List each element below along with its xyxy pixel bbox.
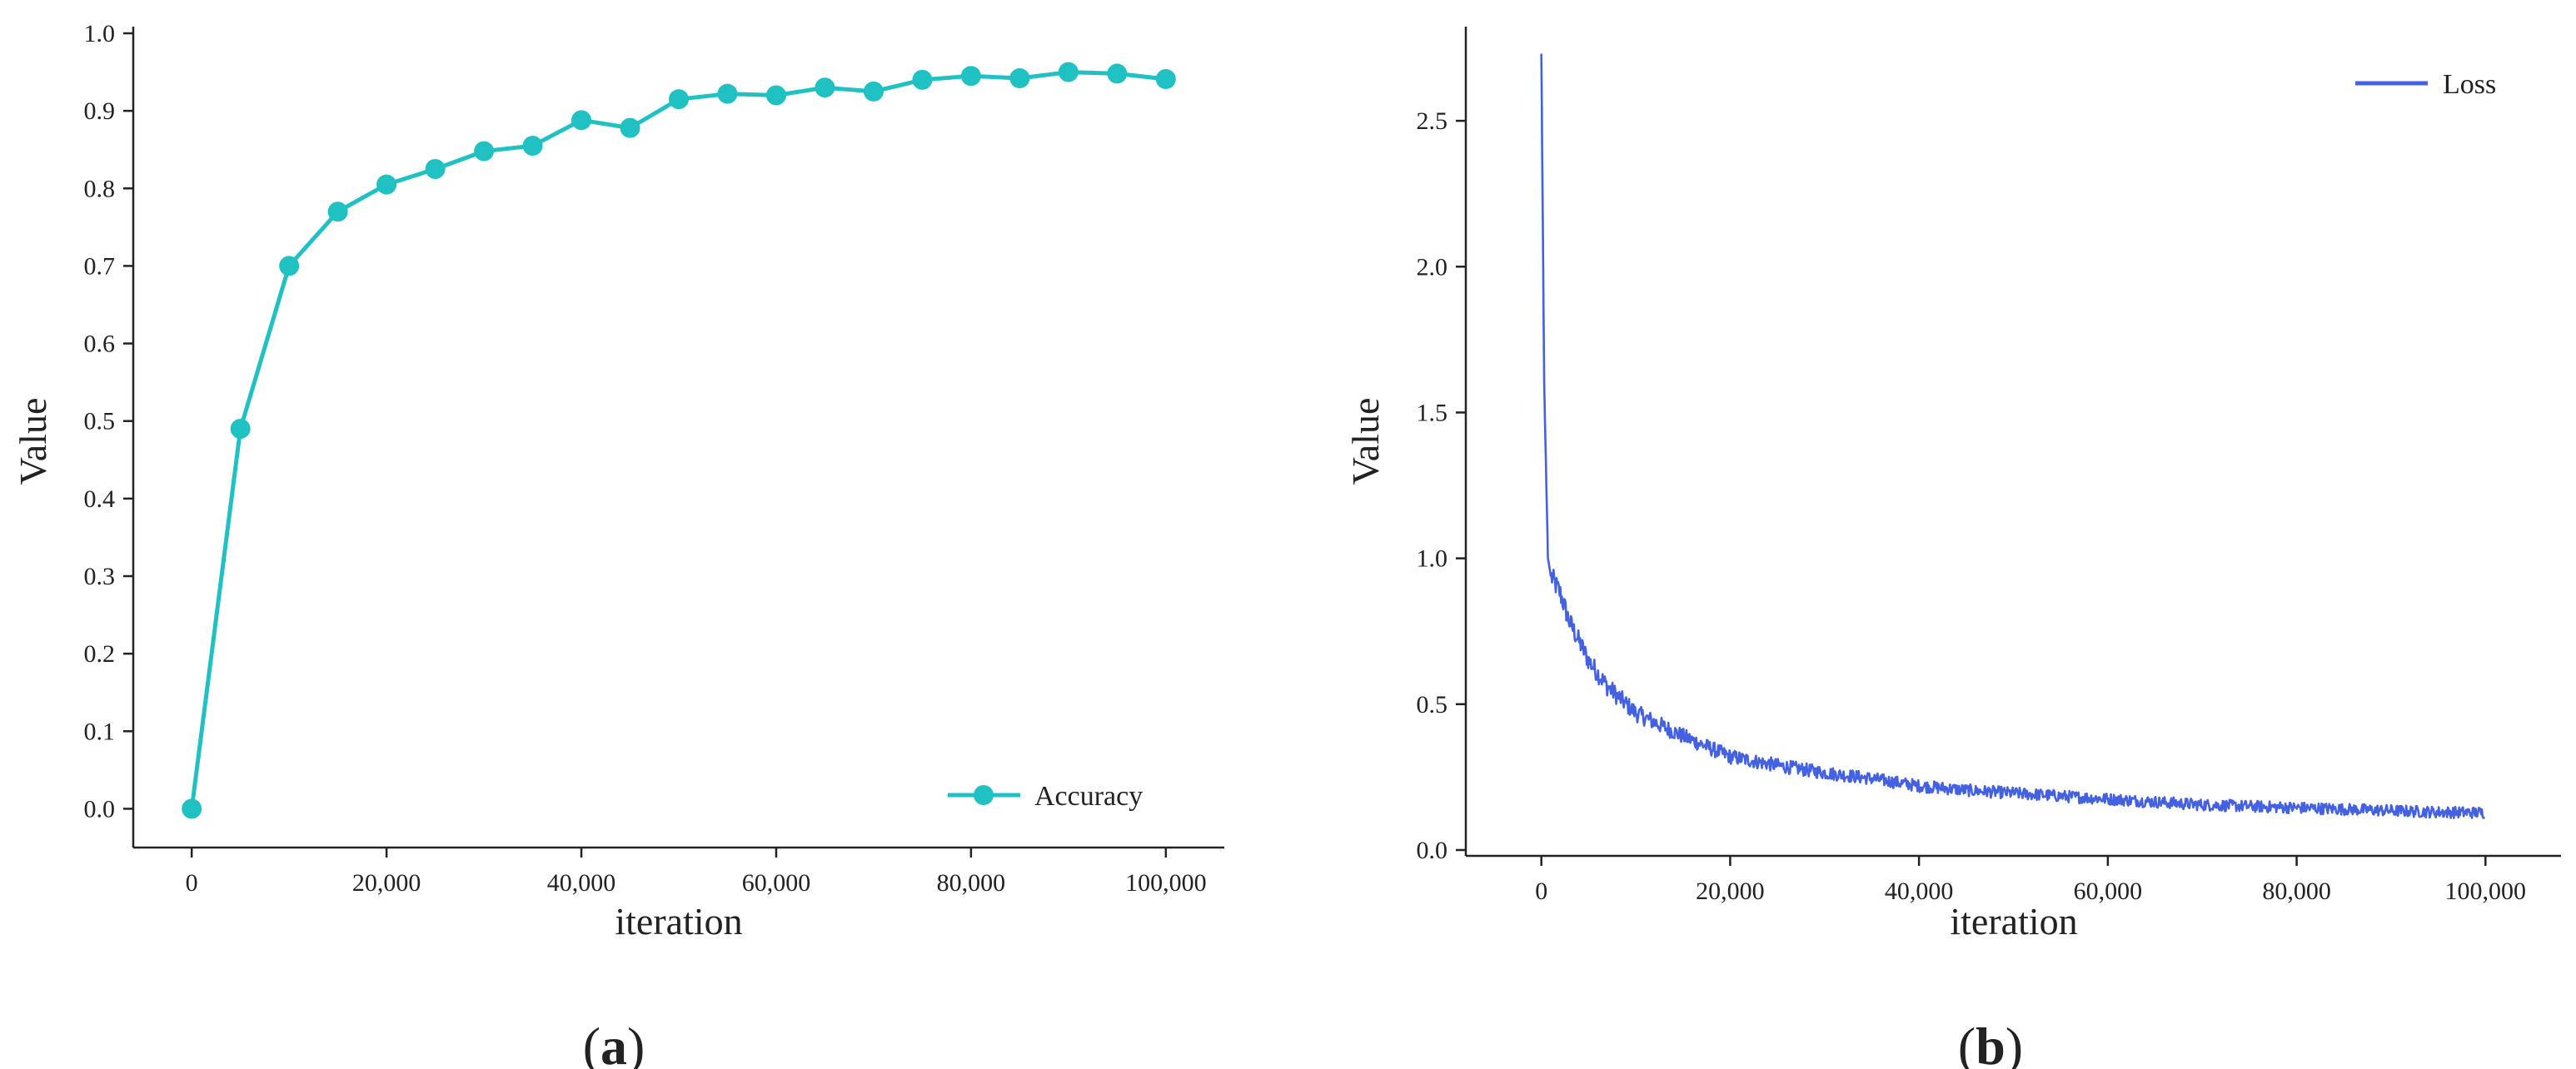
y-tick-label: 0.3: [84, 563, 116, 590]
x-tick-label: 40,000: [1885, 878, 1954, 905]
data-point: [717, 83, 738, 104]
y-axis-title: Value: [1344, 398, 1387, 485]
data-point: [960, 66, 981, 87]
x-tick-label: 80,000: [937, 869, 1006, 897]
data-point: [474, 141, 495, 162]
data-point: [376, 174, 397, 195]
data-point: [863, 81, 884, 102]
x-axis-ticks: 0 20,000 40,000 60,000 80,000 100,000: [1535, 856, 2526, 905]
x-tick-label: 60,000: [742, 869, 811, 897]
y-tick-label: 0.2: [84, 640, 116, 668]
x-tick-label: 40,000: [547, 869, 616, 897]
y-axis-title: Value: [12, 398, 54, 485]
x-axis-ticks: 0 20,000 40,000 60,000 80,000 100,000: [186, 848, 1207, 897]
y-tick-label: 2.0: [1417, 253, 1448, 281]
data-point: [279, 256, 300, 276]
y-tick-label: 0.0: [84, 795, 116, 823]
panel-letter: b: [1976, 1017, 2005, 1069]
accuracy-chart-panel: 0.0 0.1 0.2 0.3 0.4 0.5 0.6 0.7 0.8 0.9 1.0 0 20,00…: [12, 20, 1224, 1069]
y-tick-label: 0.1: [84, 718, 116, 745]
series-line: [189, 70, 1167, 809]
x-tick-label: 20,000: [352, 869, 421, 897]
legend: Accuracy: [948, 781, 1143, 812]
y-tick-label: 1.0: [84, 20, 116, 47]
x-tick-label: 100,000: [2445, 878, 2527, 905]
data-point: [230, 419, 251, 440]
legend-label: Loss: [2443, 69, 2496, 100]
panel-letter: a: [600, 1017, 627, 1069]
legend-label: Accuracy: [1034, 781, 1143, 812]
x-tick-label: 100,000: [1125, 869, 1207, 897]
data-point: [571, 110, 592, 131]
y-tick-label: 0.5: [84, 408, 116, 435]
x-tick-label: 80,000: [2262, 878, 2331, 905]
y-tick-label: 1.0: [1417, 545, 1448, 573]
loss-series: [1540, 53, 2485, 819]
x-tick-label: 60,000: [2074, 878, 2143, 905]
data-point: [765, 85, 786, 106]
data-point: [669, 89, 689, 110]
y-tick-label: 0.5: [1417, 691, 1448, 718]
data-point: [912, 69, 933, 90]
y-tick-label: 1.5: [1417, 399, 1448, 426]
data-point: [425, 159, 446, 179]
data-point: [522, 136, 543, 157]
x-axis-title: iteration: [1950, 900, 2077, 942]
y-axis-ticks: 0.0 0.5 1.0 1.5 2.0 2.5: [1417, 107, 1466, 864]
y-tick-label: 0.6: [84, 331, 116, 358]
legend-marker: [974, 785, 994, 805]
data-point: [327, 201, 348, 222]
data-point: [182, 798, 202, 819]
y-tick-label: 0.9: [84, 97, 116, 125]
loss-chart-panel: 0.0 0.5 1.0 1.5 2.0 2.5 0 20,000 40,000 60,000 80…: [1344, 27, 2561, 1069]
x-tick-label: 0: [186, 869, 198, 897]
data-point: [1155, 68, 1176, 89]
panel-label: (a): [583, 1017, 645, 1069]
data-point: [1009, 68, 1030, 89]
data-point: [1107, 63, 1128, 84]
x-tick-label: 20,000: [1696, 878, 1765, 905]
y-tick-label: 0.7: [84, 252, 116, 280]
accuracy-series: [182, 62, 1176, 819]
y-tick-label: 2.5: [1417, 107, 1448, 135]
y-tick-label: 0.8: [84, 175, 116, 202]
y-axis-ticks: 0.0 0.1 0.2 0.3 0.4 0.5 0.6 0.7 0.8 0.9 1.0: [84, 20, 133, 823]
data-point: [620, 117, 640, 138]
x-tick-label: 0: [1535, 878, 1547, 905]
x-axis-title: iteration: [615, 900, 742, 942]
y-tick-label: 0.0: [1417, 837, 1448, 864]
data-point: [815, 77, 835, 98]
legend: Loss: [2355, 69, 2496, 100]
series-line: [1540, 53, 2485, 819]
y-tick-label: 0.4: [84, 485, 116, 513]
data-point: [1058, 62, 1079, 82]
panel-label: (b): [1958, 1017, 2023, 1069]
